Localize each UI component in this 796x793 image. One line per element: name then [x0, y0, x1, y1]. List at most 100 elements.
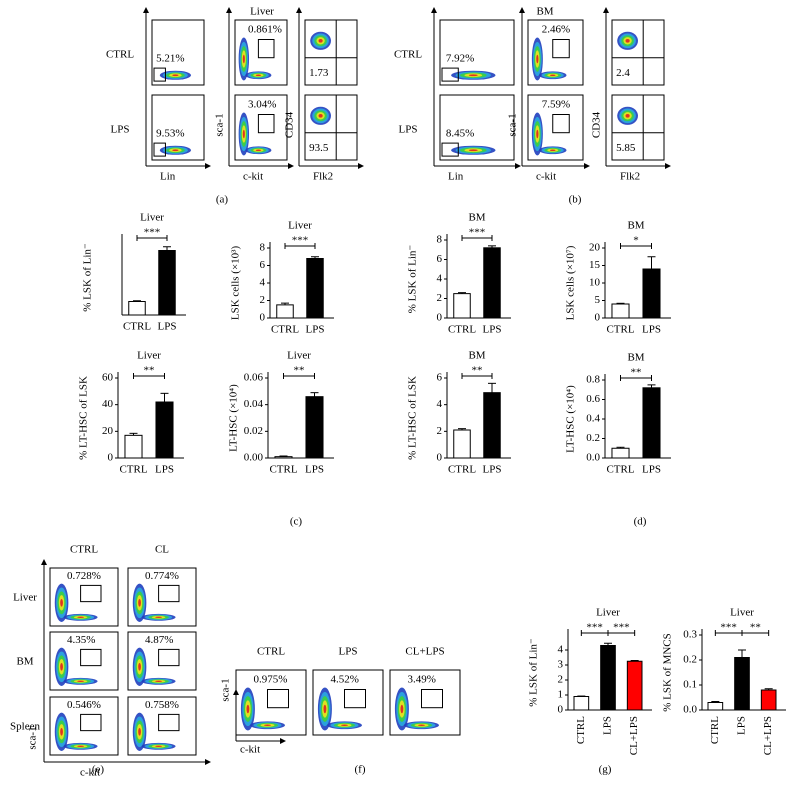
x-tick-label: CL+LPS	[628, 716, 640, 755]
y-tick-label: 40	[102, 398, 114, 410]
y-tick-label: 0	[437, 452, 443, 464]
y-axis-label: % LSK of Lin⁻	[407, 245, 419, 314]
gate-label: 4.52%	[331, 673, 359, 685]
gate-label: 9.53%	[156, 128, 184, 140]
significance-label: ***	[613, 622, 630, 634]
y-tick-label: 0	[260, 312, 266, 324]
chart-title: BM	[468, 350, 485, 362]
column-label: CTRL	[257, 646, 285, 658]
x-axis-label: c-kit	[536, 171, 556, 183]
x-axis-label: c-kit	[243, 171, 263, 183]
bar	[124, 434, 143, 459]
density	[550, 74, 556, 77]
gate	[153, 142, 166, 157]
density	[625, 113, 630, 118]
density	[138, 598, 141, 607]
panel-label: (e)	[92, 764, 105, 776]
gate-label: 1.73	[309, 67, 329, 79]
y-axis-label: sca-1	[220, 678, 232, 701]
gate-label: 0.728%	[67, 570, 101, 582]
density	[242, 129, 245, 139]
y-axis-label: % LSK of Lin⁻	[528, 638, 540, 707]
y-tick-label: 8	[260, 242, 266, 254]
density	[536, 54, 539, 64]
chart-title: BM	[627, 352, 644, 364]
gate	[158, 713, 180, 732]
row-label: LPS	[399, 124, 418, 136]
y-axis-label: % LT-HSC of LSK	[78, 376, 90, 460]
density	[60, 662, 63, 671]
x-tick-label: LPS	[642, 464, 661, 476]
chart-title: Liver	[288, 220, 312, 232]
gate	[158, 584, 180, 603]
y-axis-label: CD34	[284, 111, 296, 138]
y-axis-label: LSK cells (×10⁷)	[565, 245, 577, 320]
density	[264, 724, 271, 727]
y-tick-label: 0.2	[586, 432, 600, 444]
gate-label: 0.758%	[145, 699, 179, 711]
y-tick-label: 4	[437, 398, 443, 410]
flow-plot-frame	[304, 94, 358, 161]
y-tick-label: 2	[437, 425, 443, 437]
panel-label: (g)	[599, 764, 612, 776]
x-tick-label: LPS	[158, 321, 177, 333]
bar	[158, 250, 176, 316]
y-tick-label: 4	[260, 277, 266, 289]
x-axis-label: c-kit	[240, 744, 260, 756]
density	[255, 74, 261, 77]
significance-label: ***	[469, 227, 486, 239]
chart-title: BM	[468, 212, 485, 224]
density	[400, 704, 404, 714]
density	[318, 38, 323, 43]
y-axis-label: % LSK of MNCS	[662, 633, 674, 712]
y-tick-label: 0.1	[683, 679, 697, 691]
x-axis-label: Flk2	[620, 171, 640, 183]
density	[60, 598, 63, 607]
bar	[276, 304, 294, 319]
bar	[600, 645, 616, 711]
x-tick-label: LPS	[483, 324, 502, 336]
y-tick-label: 20	[102, 425, 114, 437]
bar	[453, 293, 471, 319]
y-tick-label: 8	[437, 234, 443, 246]
y-tick-label: 6	[437, 372, 443, 384]
bar	[274, 456, 293, 459]
chart-title: Liver	[287, 350, 311, 362]
bar	[707, 702, 724, 711]
y-axis-label: CD34	[591, 111, 603, 138]
gate-label: 2.4	[616, 67, 630, 79]
x-axis-label: c-kit	[80, 767, 100, 779]
flow-plot-frame	[611, 94, 665, 161]
y-tick-label: 6	[437, 253, 443, 265]
gate	[80, 584, 102, 603]
x-tick-label: LPS	[305, 464, 324, 476]
density	[172, 74, 179, 77]
bar	[305, 396, 324, 459]
row-label: Liver	[13, 592, 37, 604]
significance-label: **	[631, 367, 642, 379]
y-tick-label: 0.0	[683, 704, 697, 716]
x-tick-label: LPS	[736, 716, 748, 735]
density	[255, 149, 261, 152]
y-tick-label: 0.2	[683, 654, 697, 666]
gate	[267, 689, 289, 709]
column-label: CTRL	[70, 544, 98, 556]
chart-title: Liver	[730, 607, 754, 619]
gate-label: 5.21%	[156, 53, 184, 65]
significance-label: ***	[144, 227, 161, 239]
x-tick-label: LPS	[642, 324, 661, 336]
bar	[483, 392, 501, 459]
flow-plot-frame	[611, 19, 665, 86]
y-axis-label: sca-1	[214, 113, 226, 136]
density	[172, 149, 179, 152]
x-tick-label: CTRL	[575, 716, 587, 744]
x-tick-label: CTRL	[448, 324, 476, 336]
density	[77, 616, 84, 618]
gate-label: 93.5	[309, 142, 329, 154]
panel-label: (c)	[290, 516, 303, 528]
bar	[155, 401, 174, 459]
y-tick-label: 0.3	[683, 629, 697, 641]
gate-label: 0.861%	[248, 23, 282, 35]
gate	[421, 689, 443, 709]
